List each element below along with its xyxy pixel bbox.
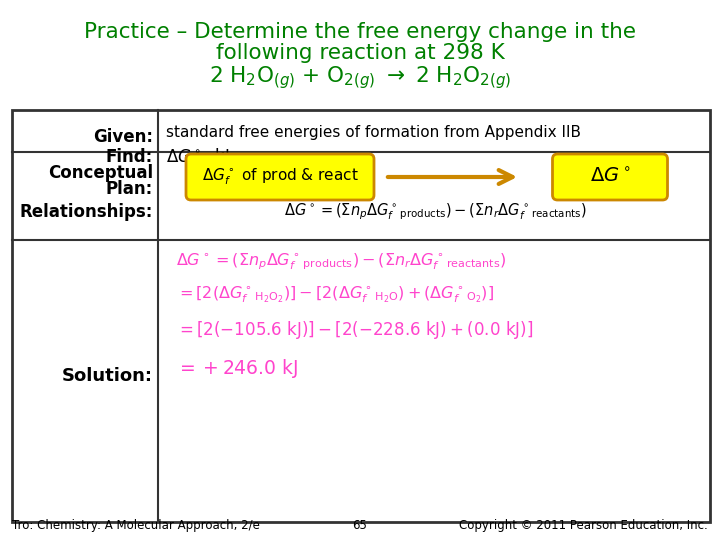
- Text: Tro: Chemistry: A Molecular Approach, 2/e: Tro: Chemistry: A Molecular Approach, 2/…: [12, 519, 260, 532]
- Text: $\Delta G^\circ$, kJ: $\Delta G^\circ$, kJ: [166, 146, 229, 168]
- Text: $= +246.0\ \mathrm{kJ}$: $= +246.0\ \mathrm{kJ}$: [176, 356, 298, 380]
- Text: $\Delta G^\circ = \left(\Sigma n_p \Delta G_f^\circ{}_{\mathrm{products}}\right): $\Delta G^\circ = \left(\Sigma n_p \Delt…: [176, 252, 506, 272]
- FancyBboxPatch shape: [552, 154, 667, 200]
- Text: Plan:: Plan:: [106, 180, 153, 198]
- Text: Find:: Find:: [106, 148, 153, 166]
- Text: $\Delta G_f^\circ$ of prod & react: $\Delta G_f^\circ$ of prod & react: [202, 167, 359, 187]
- Text: Relationships:: Relationships:: [19, 203, 153, 221]
- Text: 2 H$_2$O$_{(g)}$ + O$_{2(g)}$ $\rightarrow$ 2 H$_2$O$_{2(g)}$: 2 H$_2$O$_{(g)}$ + O$_{2(g)}$ $\rightarr…: [209, 64, 511, 91]
- Text: 65: 65: [353, 519, 367, 532]
- Bar: [12, 110, 710, 522]
- Text: $\Delta G^\circ = \left(\Sigma n_p \Delta G_f^\circ{}_{\mathrm{products}}\right): $\Delta G^\circ = \left(\Sigma n_p \Delt…: [284, 202, 586, 222]
- Text: standard free energies of formation from Appendix IIB: standard free energies of formation from…: [166, 125, 581, 140]
- Text: Solution:: Solution:: [62, 367, 153, 385]
- FancyBboxPatch shape: [186, 154, 374, 200]
- Text: following reaction at 298 K: following reaction at 298 K: [215, 43, 505, 63]
- Text: $= \left[2(\Delta G_f^\circ{}_{\mathrm{H_2O_2}})\right] - \left[2(\Delta G_f^\ci: $= \left[2(\Delta G_f^\circ{}_{\mathrm{H…: [176, 285, 494, 305]
- Text: $\Delta G^\circ$: $\Delta G^\circ$: [590, 167, 631, 187]
- Text: Given:: Given:: [93, 128, 153, 146]
- Text: Practice – Determine the free energy change in the: Practice – Determine the free energy cha…: [84, 22, 636, 42]
- Text: $= [2(-105.6\ \mathrm{kJ})] - [2(-228.6\ \mathrm{kJ}) + (0.0\ \mathrm{kJ})]$: $= [2(-105.6\ \mathrm{kJ})] - [2(-228.6\…: [176, 319, 533, 341]
- Text: Copyright © 2011 Pearson Education, Inc.: Copyright © 2011 Pearson Education, Inc.: [459, 519, 708, 532]
- Text: Conceptual: Conceptual: [48, 164, 153, 182]
